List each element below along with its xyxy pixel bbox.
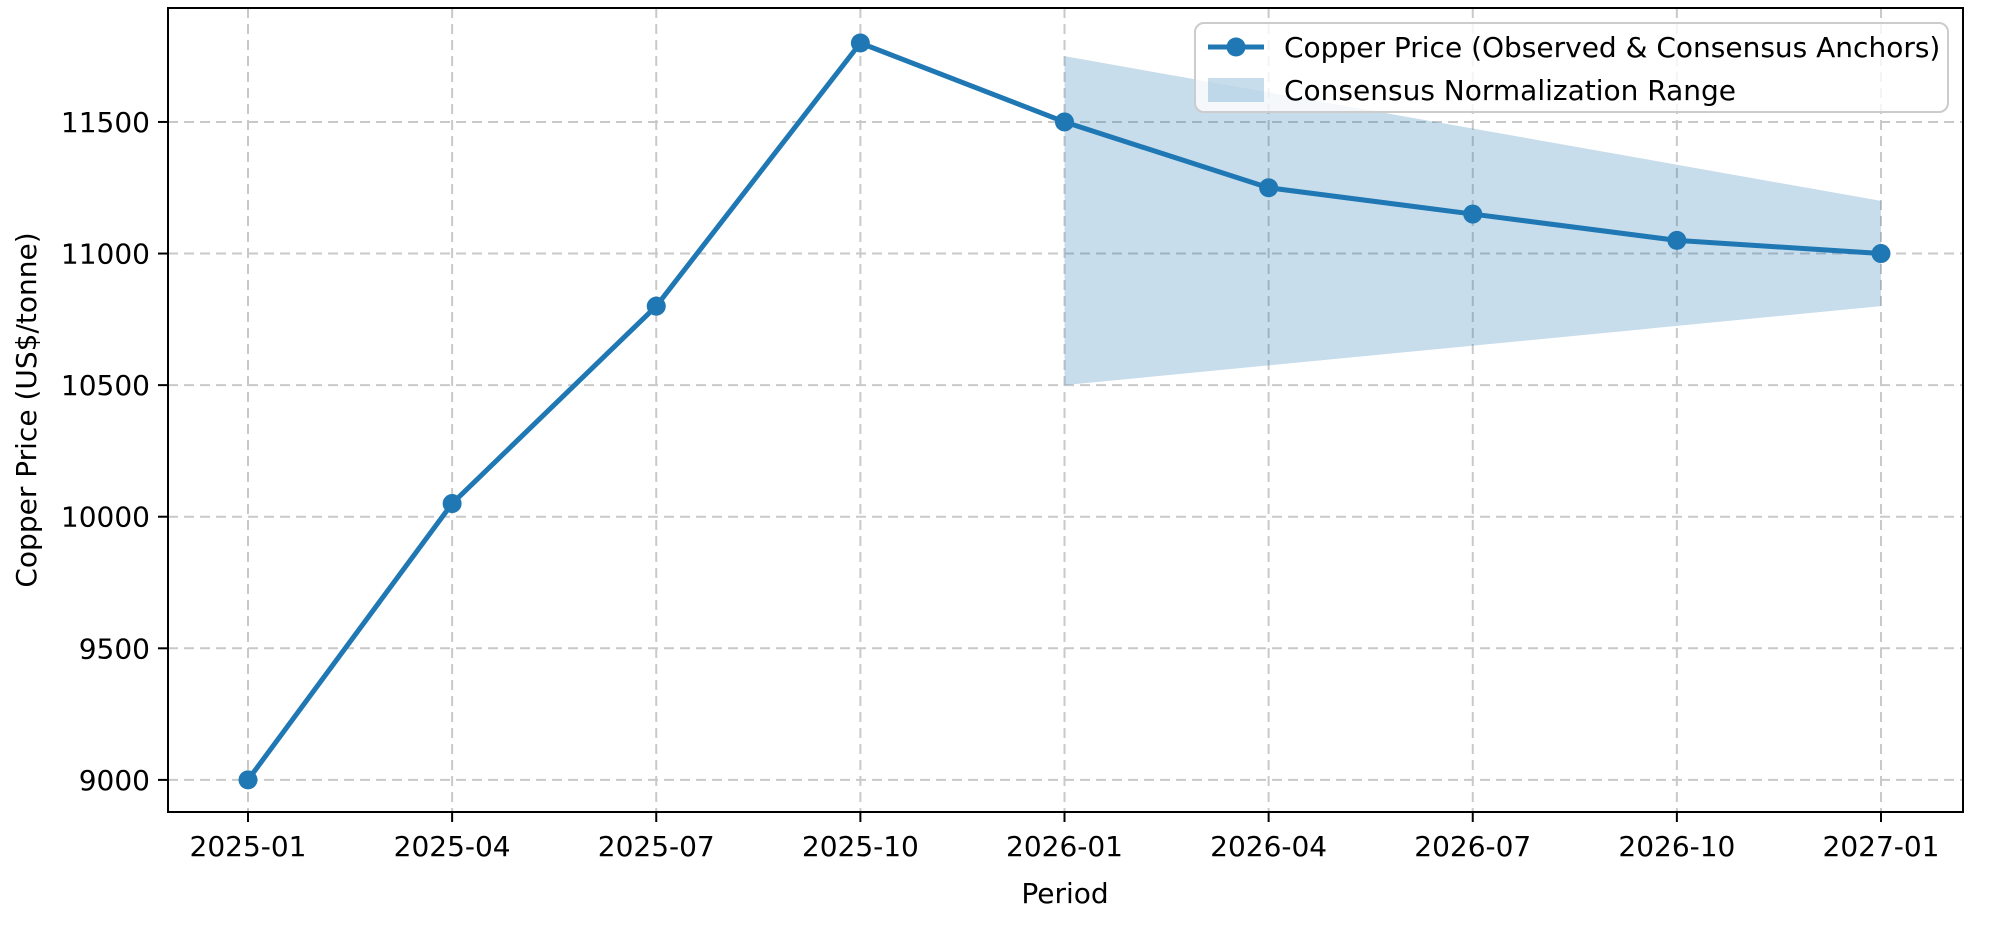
y-tick-label-11000: 11000 [61, 238, 150, 271]
data-point-2027-01 [1871, 244, 1891, 264]
x-axis-label: Period [1021, 877, 1108, 910]
x-tick-label-2026-01: 2026-01 [1006, 830, 1123, 863]
grid-layer [168, 8, 1963, 812]
y-tick-label-10000: 10000 [61, 501, 150, 534]
legend-entry-consensus-range: Consensus Normalization Range [1208, 74, 1736, 107]
data-point-2026-04 [1259, 178, 1279, 198]
x-tick-label-2025-07: 2025-07 [598, 830, 715, 863]
x-tick-label-2026-07: 2026-07 [1414, 830, 1531, 863]
legend-label-consensus-range: Consensus Normalization Range [1284, 74, 1736, 107]
data-point-2026-07 [1463, 204, 1483, 224]
y-axis-label: Copper Price (US$/tonne) [10, 232, 43, 587]
legend-entry-copper-price: Copper Price (Observed & Consensus Ancho… [1208, 31, 1940, 64]
tick-layer: 2025-01 2025-04 2025-07 2025-10 2026-01 2026-… [61, 106, 1940, 863]
x-tick-label-2025-04: 2025-04 [394, 830, 511, 863]
y-tick-label-11500: 11500 [61, 106, 150, 139]
legend-patch-sample [1208, 78, 1264, 102]
legend-label-copper-price: Copper Price (Observed & Consensus Ancho… [1284, 31, 1940, 64]
y-tick-label-9500: 9500 [79, 632, 150, 665]
y-tick-label-10500: 10500 [61, 369, 150, 402]
x-tick-label-2027-01: 2027-01 [1823, 830, 1940, 863]
data-point-2026-01 [1055, 112, 1074, 132]
series-layer [238, 33, 1891, 790]
legend-marker-sample [1226, 37, 1246, 57]
x-tick-label-2025-10: 2025-10 [802, 830, 919, 863]
y-tick-label-9000: 9000 [79, 764, 150, 797]
data-point-2025-01 [238, 770, 258, 790]
legend-box [1194, 22, 1949, 113]
data-point-2025-04 [442, 494, 462, 514]
plot-area-frame [167, 7, 1964, 813]
data-point-2026-10 [1667, 230, 1687, 250]
x-tick-label-2026-10: 2026-10 [1618, 830, 1735, 863]
legend: Copper Price (Observed & Consensus Ancho… [1194, 22, 1949, 113]
data-point-2025-07 [646, 296, 666, 316]
x-tick-label-2026-04: 2026-04 [1210, 830, 1327, 863]
x-tick-label-2025-01: 2025-01 [190, 830, 307, 863]
data-point-2025-10 [850, 33, 870, 53]
